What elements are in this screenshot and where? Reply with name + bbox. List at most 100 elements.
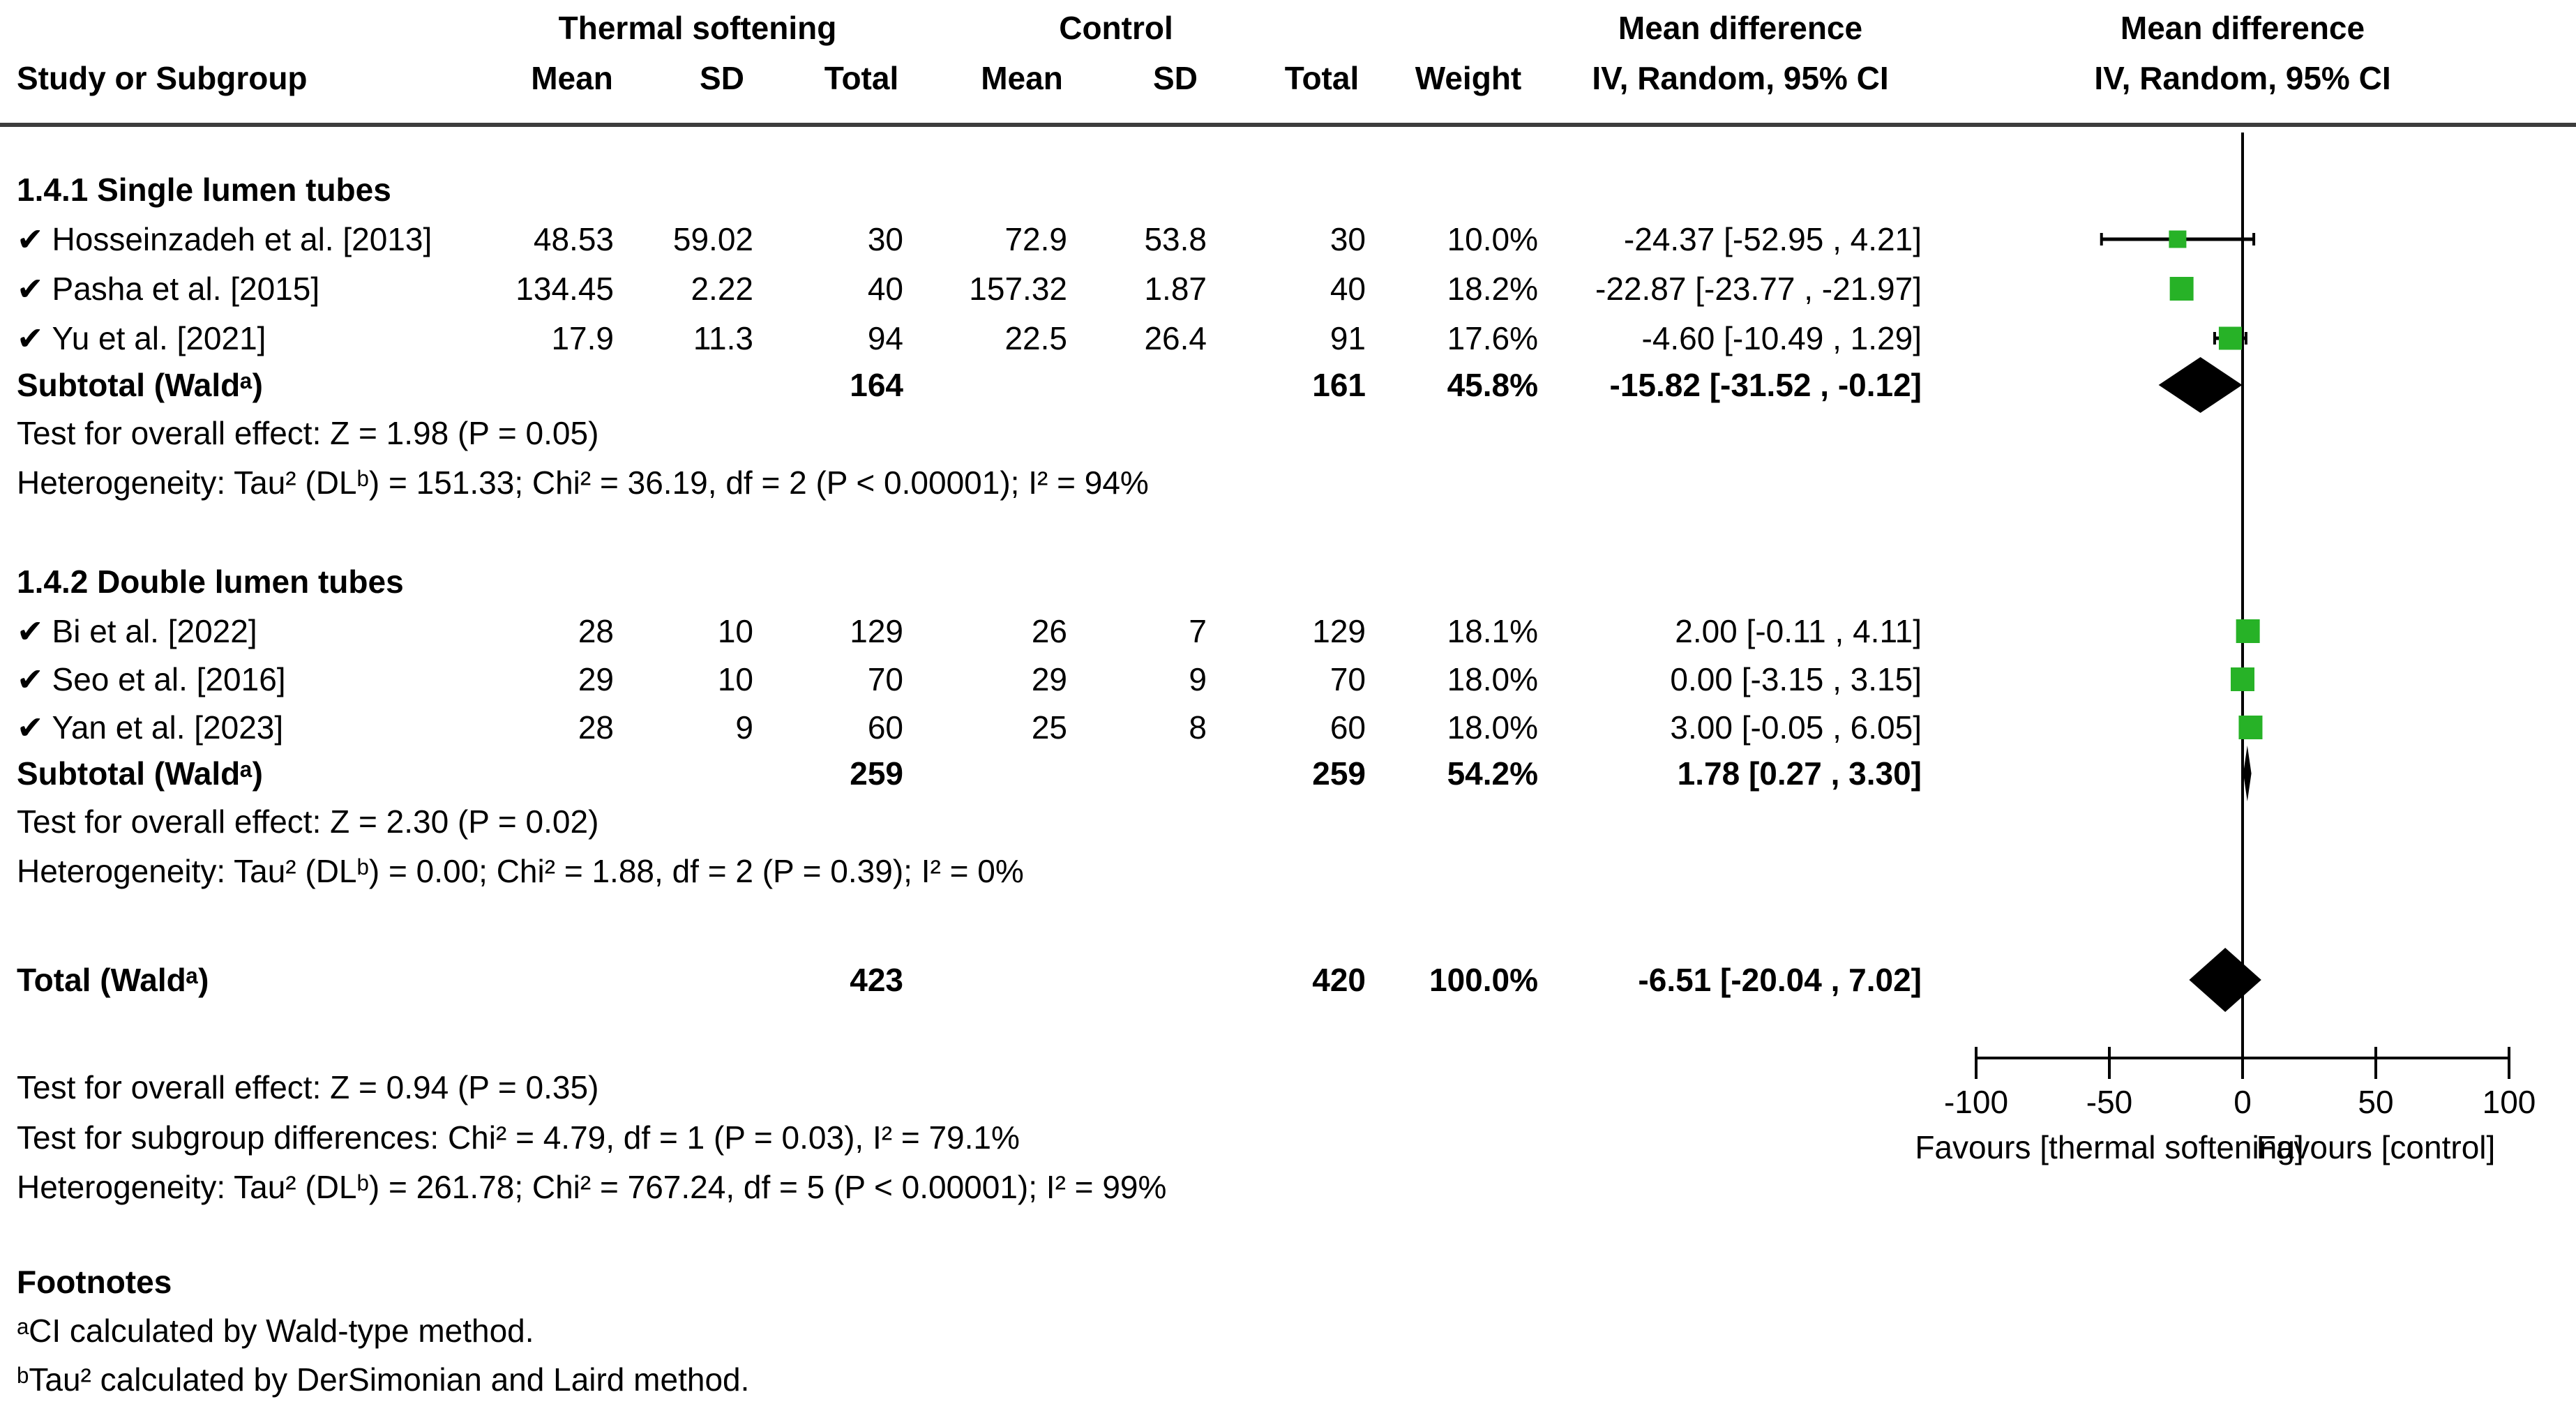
group1-sd-header: SD (700, 60, 744, 96)
treatment-total: 259 (850, 755, 903, 792)
favours-right-label: Favours [control] (2256, 1129, 2496, 1165)
study-name: ✔ Bi et al. [2022] (17, 613, 257, 649)
treatment-sd: 9 (735, 709, 753, 746)
weight-value: 100.0% (1429, 962, 1538, 998)
summary-row: Subtotal (Waldᵃ) 259 259 54.2% 1.78 [0.27 , … (0, 748, 2576, 799)
included-check-icon: ✔ (17, 661, 44, 697)
plot-col-title: Mean difference (2120, 10, 2365, 46)
included-check-icon: ✔ (17, 221, 44, 257)
study-name: ✔ Pasha et al. [2015] (17, 271, 320, 307)
treatment-mean: 48.53 (533, 221, 614, 257)
control-mean: 25 (1031, 709, 1067, 746)
control-total: 40 (1330, 271, 1366, 307)
study-row: ✔ Bi et al. [2022] 28 10 129 26 7 129 18.1% 2.00 … (0, 606, 2576, 656)
treatment-mean: 28 (578, 613, 614, 649)
favours-left-label: Favours [thermal softening] (1915, 1129, 2304, 1165)
footnote-item: ᵇTau² calculated by DerSimonian and Lair… (17, 1361, 750, 1398)
weight-value: 18.0% (1447, 661, 1538, 697)
group1-total-header: Total (824, 60, 899, 96)
subgroup-title: 1.4.1 Single lumen tubes (17, 172, 391, 208)
treatment-total: 423 (850, 962, 903, 998)
control-total: 91 (1330, 320, 1366, 356)
group2-header: Control (1059, 10, 1173, 46)
summary-label: Subtotal (Waldᵃ) (17, 755, 263, 792)
treatment-mean: 17.9 (551, 320, 614, 356)
summary-label: Subtotal (Waldᵃ) (17, 367, 263, 403)
treatment-sd: 10 (717, 613, 753, 649)
footnotes-title: Footnotes (17, 1264, 172, 1300)
axis-tick-label: -100 (1943, 1084, 2009, 1120)
axis-tick-label: 100 (2482, 1084, 2536, 1120)
summary-label: Total (Waldᵃ) (17, 962, 209, 998)
treatment-total: 30 (867, 221, 903, 257)
weight-value: 45.8% (1447, 367, 1538, 403)
axis-tick-label: 0 (2234, 1084, 2252, 1120)
control-mean: 22.5 (1004, 320, 1067, 356)
treatment-mean: 28 (578, 709, 614, 746)
included-check-icon: ✔ (17, 271, 44, 307)
bottom-stat-line: Heterogeneity: Tau² (DLᵇ) = 261.78; Chi²… (17, 1169, 1167, 1205)
control-total: 420 (1312, 962, 1366, 998)
bottom-stat-line: Test for subgroup differences: Chi² = 4.… (17, 1119, 1020, 1156)
treatment-total: 40 (867, 271, 903, 307)
summary-row: Total (Waldᵃ) 423 420 100.0% -6.51 [-20.04 ,… (0, 955, 2576, 1005)
ci-text: -4.60 [-10.49 , 1.29] (1641, 320, 1922, 356)
effect-col-subtitle: IV, Random, 95% CI (1592, 60, 1889, 96)
weight-value: 18.1% (1447, 613, 1538, 649)
included-check-icon: ✔ (17, 613, 44, 649)
control-sd: 8 (1189, 709, 1207, 746)
study-row: ✔ Hosseinzadeh et al. [2013] 48.53 59.02 30 7… (0, 214, 2576, 264)
ci-text: 2.00 [-0.11 , 4.11] (1675, 613, 1922, 649)
ci-text: 3.00 [-0.05 , 6.05] (1670, 709, 1922, 746)
axis-tick-label: -50 (2086, 1084, 2133, 1120)
control-total: 129 (1312, 613, 1366, 649)
treatment-total: 70 (867, 661, 903, 697)
treatment-sd: 2.22 (691, 271, 753, 307)
control-total: 161 (1312, 367, 1366, 403)
included-check-icon: ✔ (17, 709, 44, 746)
study-name: ✔ Yu et al. [2021] (17, 320, 266, 356)
ci-text: -6.51 [-20.04 , 7.02] (1638, 962, 1922, 998)
heterogeneity-line: Heterogeneity: Tau² (DLᵇ) = 151.33; Chi²… (17, 464, 1149, 501)
control-mean: 29 (1031, 661, 1067, 697)
header-rule (0, 123, 2576, 127)
treatment-total: 60 (867, 709, 903, 746)
group1-mean-header: Mean (531, 60, 613, 96)
subgroup-title: 1.4.2 Double lumen tubes (17, 564, 404, 600)
study-row: ✔ Pasha et al. [2015] 134.45 2.22 40 157.32 1.… (0, 264, 2576, 314)
ci-text: -24.37 [-52.95 , 4.21] (1623, 221, 1922, 257)
group1-header: Thermal softening (558, 10, 837, 46)
weight-value: 18.2% (1447, 271, 1538, 307)
control-mean: 72.9 (1004, 221, 1067, 257)
control-total: 30 (1330, 221, 1366, 257)
weight-header: Weight (1415, 60, 1522, 96)
overall-effect-line: Test for overall effect: Z = 2.30 (P = 0… (17, 803, 599, 840)
weight-value: 18.0% (1447, 709, 1538, 746)
group2-total-header: Total (1284, 60, 1359, 96)
included-check-icon: ✔ (17, 320, 44, 356)
summary-row: Subtotal (Waldᵃ) 164 161 45.8% -15.82 [-31.5… (0, 360, 2576, 410)
treatment-sd: 10 (717, 661, 753, 697)
weight-value: 54.2% (1447, 755, 1538, 792)
control-sd: 7 (1189, 613, 1207, 649)
control-mean: 26 (1031, 613, 1067, 649)
plot-col-subtitle: IV, Random, 95% CI (2094, 60, 2391, 96)
control-sd: 9 (1189, 661, 1207, 697)
treatment-sd: 59.02 (672, 221, 753, 257)
control-sd: 26.4 (1144, 320, 1207, 356)
control-total: 259 (1312, 755, 1366, 792)
treatment-total: 94 (867, 320, 903, 356)
heterogeneity-line: Heterogeneity: Tau² (DLᵇ) = 0.00; Chi² =… (17, 853, 1024, 889)
study-col-header: Study or Subgroup (17, 60, 308, 96)
control-total: 70 (1330, 661, 1366, 697)
treatment-mean: 29 (578, 661, 614, 697)
control-mean: 157.32 (969, 271, 1067, 307)
study-name: ✔ Yan et al. [2023] (17, 709, 284, 746)
effect-col-title: Mean difference (1618, 10, 1863, 46)
study-name: ✔ Seo et al. [2016] (17, 661, 286, 697)
group2-mean-header: Mean (981, 60, 1063, 96)
control-total: 60 (1330, 709, 1366, 746)
ci-text: -15.82 [-31.52 , -0.12] (1609, 367, 1922, 403)
group2-sd-header: SD (1153, 60, 1198, 96)
